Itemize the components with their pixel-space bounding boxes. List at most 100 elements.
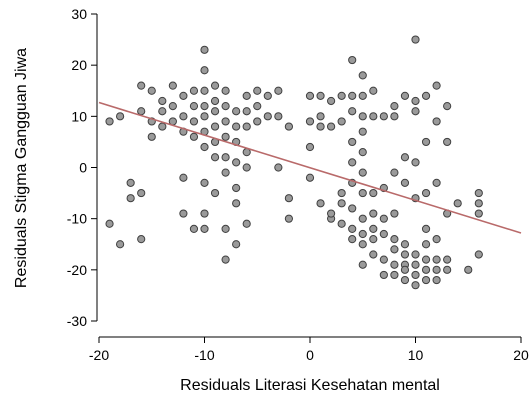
data-point [421,137,431,147]
data-point [390,245,399,254]
data-point [358,240,367,249]
data-point [358,148,367,157]
data-point [400,275,410,285]
data-point [168,81,177,90]
data-point [200,209,209,218]
data-point [443,255,452,264]
y-tick-label: 30 [71,6,87,22]
data-point [200,102,209,111]
data-point [232,199,241,208]
data-point [305,173,315,182]
data-point [242,91,251,100]
x-tick-label: 10 [408,347,424,363]
data-point [432,117,441,126]
data-point [316,199,325,208]
data-point [105,117,114,126]
data-point [369,86,378,95]
data-point [390,235,399,244]
data-point [390,209,399,218]
data-point [210,188,220,198]
data-point [189,102,199,111]
data-point [221,102,230,111]
data-point [421,188,431,198]
data-point [327,122,336,131]
data-point [242,163,251,172]
data-point [200,112,209,121]
data-point [137,235,146,244]
data-point [337,188,346,198]
data-point [400,153,410,162]
data-point [147,86,156,95]
data-point [358,71,367,80]
data-point [189,132,199,141]
regression-line [98,101,522,234]
data-point [369,250,378,259]
data-point [411,107,420,116]
data-point [189,117,199,126]
data-point [358,214,367,223]
data-point [168,102,177,111]
data-point [379,214,388,223]
data-point [263,91,272,100]
data-point [232,158,241,167]
data-point [232,183,241,193]
data-point [158,96,167,106]
data-point [284,214,293,223]
data-point [274,112,283,121]
y-tick-label: 20 [71,57,87,73]
data-point [221,132,230,141]
data-point [411,281,420,290]
data-point [464,265,473,274]
data-point [432,265,441,274]
data-point [390,112,399,121]
data-point [369,224,378,233]
data-point [242,107,251,116]
y-axis-ticks: -30 -20 -10 0 10 20 30 [67,6,97,329]
data-point [411,96,420,106]
data-point [232,122,241,131]
data-point [348,107,357,116]
data-point [474,250,483,259]
data-point [147,132,156,141]
data-point [284,122,293,131]
data-point [390,102,399,111]
data-point [253,117,262,126]
data-point [126,178,135,187]
data-point [116,240,125,249]
data-point [316,112,325,121]
y-tick-label: 0 [79,160,87,176]
data-point [126,194,135,203]
data-point [200,66,209,75]
data-point [210,153,220,162]
y-axis: -30 -20 -10 0 10 20 30 [67,6,98,329]
data-point [316,91,325,100]
data-point [242,122,251,131]
data-point [474,199,483,208]
data-point [137,107,146,116]
data-point [358,260,367,269]
x-tick-label: -10 [194,347,214,363]
data-point [379,112,388,121]
data-point [221,117,230,126]
data-point [348,55,357,65]
data-point [474,188,483,198]
x-axis-ticks: -20 -10 0 10 20 [89,337,529,363]
data-point [411,260,420,269]
data-point [253,86,262,95]
data-point [358,91,367,100]
data-point [358,168,367,177]
data-point [189,86,199,95]
x-axis-label: Residuals Literasi Kesehatan mental [180,377,440,394]
data-point [337,219,346,228]
data-point [369,188,378,198]
data-point [105,219,114,228]
data-point [179,91,188,100]
data-points [105,35,483,290]
data-point [210,107,220,116]
data-point [400,265,410,274]
data-point [400,240,410,249]
data-point [305,142,315,152]
data-point [221,224,230,233]
data-point [284,194,293,203]
data-point [348,204,357,213]
